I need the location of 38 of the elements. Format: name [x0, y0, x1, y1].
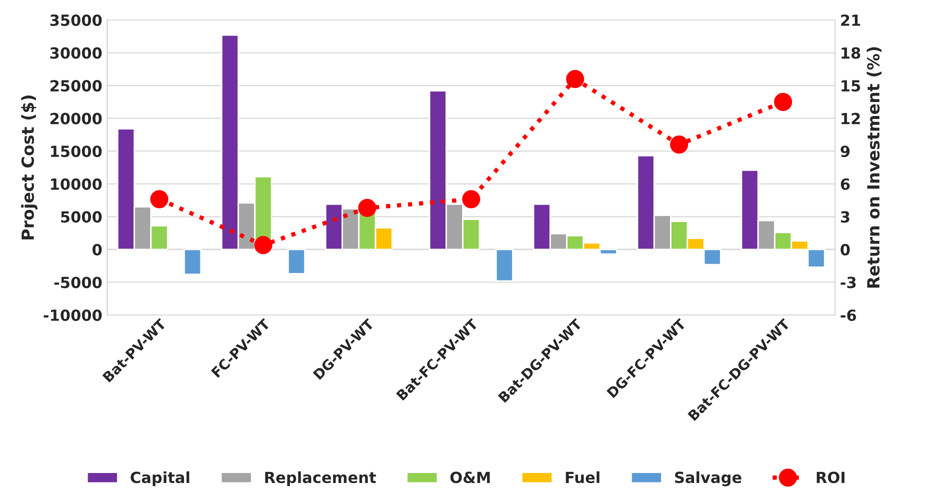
y-axis-title: Project Cost ($)	[21, 96, 38, 240]
y-tick-label: 15000	[51, 146, 102, 158]
y2-tick-label: 18	[842, 47, 860, 59]
y-tick-label: 35000	[50, 14, 102, 26]
point	[774, 92, 792, 111]
y-tick-label: 20000	[50, 112, 102, 124]
y2-tick-label: 12	[842, 112, 860, 124]
point	[566, 70, 584, 88]
y2-tick-label: 21	[841, 14, 860, 26]
y-tick-label: -5000	[54, 276, 102, 288]
y-tick-label: 10000	[51, 178, 102, 190]
y2-tick-label: 9	[840, 146, 850, 158]
y-tick-label: 30000	[50, 47, 102, 59]
y-tick-label: 25000	[50, 80, 102, 92]
y-tick-label: 5000	[61, 211, 102, 223]
point	[462, 190, 480, 208]
y2-tick-label: 15	[842, 80, 860, 92]
bar	[184, 248, 202, 276]
bar	[495, 248, 514, 282]
point	[150, 190, 168, 208]
legend-label: Fuel	[566, 471, 600, 484]
y-tick-label: 0	[92, 244, 102, 256]
point	[254, 236, 272, 254]
y2-tick-label: 0	[840, 244, 850, 256]
legend-label: Capital	[130, 471, 190, 486]
legend-label: ROI	[816, 472, 844, 484]
y2-axis-title: Return on Investment (%)	[866, 47, 882, 288]
y2-tick-label: 6	[840, 178, 850, 190]
y2-tick-label: -3	[840, 276, 856, 288]
y-tick-label: -10000	[44, 309, 102, 322]
y2-tick-label: 3	[840, 211, 850, 223]
y2-tick-label: -6	[840, 309, 856, 322]
legend-label: Replacement	[265, 471, 376, 486]
bar	[287, 248, 306, 274]
legend-label: Salvage	[675, 471, 742, 486]
legend-label: O&M	[450, 472, 490, 484]
point	[670, 136, 688, 154]
point	[358, 198, 376, 217]
